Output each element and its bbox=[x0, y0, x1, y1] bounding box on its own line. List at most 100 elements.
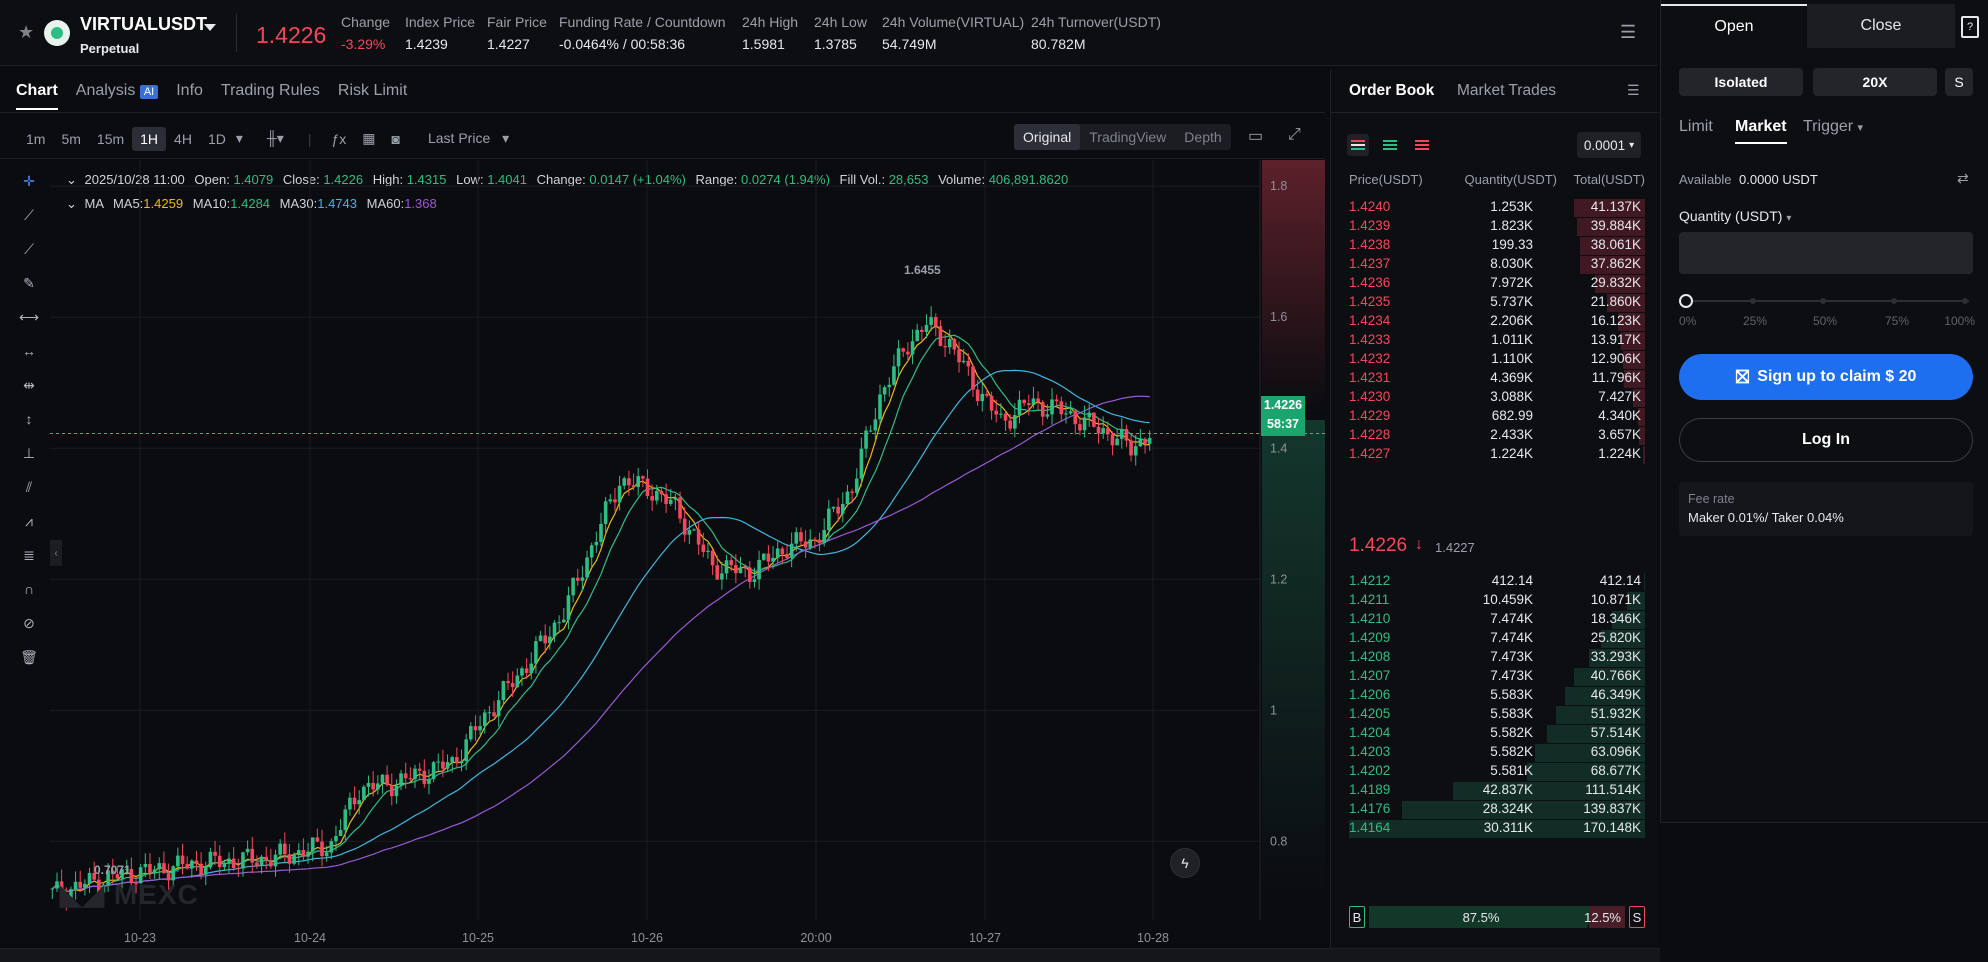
chevron-down-icon[interactable] bbox=[204, 24, 216, 31]
timeframe-4h[interactable]: 4H bbox=[174, 130, 192, 147]
ask-row[interactable]: 1.4228 2.433K 3.657K bbox=[1349, 426, 1645, 445]
ask-row[interactable]: 1.4235 5.737K 21.860K bbox=[1349, 293, 1645, 312]
precision-select[interactable]: 0.0001 ▾ bbox=[1577, 132, 1641, 158]
bid-row[interactable]: 1.4207 7.473K 40.766K bbox=[1349, 667, 1645, 686]
layout-icon[interactable]: ▭ bbox=[1248, 128, 1264, 145]
calculator-icon[interactable]: ? bbox=[1961, 16, 1979, 38]
tab-chart[interactable]: Chart bbox=[16, 82, 58, 110]
tab-risk-limit[interactable]: Risk Limit bbox=[337, 82, 408, 99]
candle-body bbox=[999, 413, 1003, 415]
bid-row[interactable]: 1.4212 412.14 412.14 bbox=[1349, 572, 1645, 591]
bid-row[interactable]: 1.4211 10.459K 10.871K bbox=[1349, 591, 1645, 610]
bid-row[interactable]: 1.4176 28.324K 139.837K bbox=[1349, 800, 1645, 819]
leverage-button[interactable]: 20X bbox=[1813, 68, 1937, 96]
tab-info[interactable]: Info bbox=[176, 82, 203, 99]
bid-row[interactable]: 1.4164 30.311K 170.148K bbox=[1349, 819, 1645, 838]
quantity-unit-select[interactable]: Quantity (USDT) ▾ bbox=[1679, 208, 1791, 224]
ask-row[interactable]: 1.4227 1.224K 1.224K bbox=[1349, 445, 1645, 464]
symbol-name[interactable]: VIRTUALUSDT bbox=[80, 14, 207, 34]
settings-sliders-icon[interactable]: ☰ bbox=[1620, 22, 1637, 42]
ask-row[interactable]: 1.4240 1.253K 41.137K bbox=[1349, 198, 1645, 217]
candle-type-icon[interactable]: ╫▾ bbox=[266, 130, 284, 146]
bid-row[interactable]: 1.4209 7.474K 25.820K bbox=[1349, 629, 1645, 648]
favorite-star-icon[interactable]: ★ bbox=[18, 22, 35, 42]
bid-row[interactable]: 1.4205 5.583K 51.932K bbox=[1349, 705, 1645, 724]
horizontal-line-icon[interactable]: ⟷ bbox=[18, 308, 40, 325]
tab-order-book[interactable]: Order Book bbox=[1349, 82, 1435, 99]
stat-value: 1.4239 bbox=[405, 36, 448, 52]
bid-row[interactable]: 1.4204 5.582K 57.514K bbox=[1349, 724, 1645, 743]
view-tradingview[interactable]: TradingView bbox=[1089, 129, 1167, 145]
camera-icon[interactable]: ◙ bbox=[391, 130, 400, 147]
timeframe-1m[interactable]: 1m bbox=[26, 130, 46, 147]
ask-row[interactable]: 1.4238 199.33 38.061K bbox=[1349, 236, 1645, 255]
view-both-icon[interactable] bbox=[1347, 134, 1369, 156]
vertical-line-icon[interactable]: ↕ bbox=[25, 411, 33, 427]
ask-row[interactable]: 1.4231 4.369K 11.796K bbox=[1349, 369, 1645, 388]
view-depth[interactable]: Depth bbox=[1184, 129, 1222, 145]
close-tab[interactable]: Close bbox=[1807, 4, 1955, 48]
transfer-icon[interactable]: ⇄ bbox=[1957, 170, 1969, 186]
timeframe-1h[interactable]: 1H bbox=[132, 126, 167, 151]
margin-mode-button[interactable]: Isolated bbox=[1679, 68, 1803, 96]
lightning-button[interactable]: ϟ bbox=[1170, 848, 1200, 878]
ruler-icon[interactable]: ⊥ bbox=[22, 444, 36, 461]
ask-row[interactable]: 1.4239 1.823K 39.884K bbox=[1349, 217, 1645, 236]
open-tab[interactable]: Open bbox=[1661, 4, 1807, 48]
collapse-icon[interactable]: ⌄ bbox=[66, 196, 77, 211]
orderbook-settings-icon[interactable]: ☰ bbox=[1627, 82, 1640, 98]
trash-icon[interactable]: 🗑 bbox=[20, 648, 38, 665]
order-type-limit[interactable]: Limit bbox=[1679, 118, 1713, 135]
bid-row[interactable]: 1.4203 5.582K 63.096K bbox=[1349, 743, 1645, 762]
channel-icon[interactable]: ⫽ bbox=[25, 478, 33, 495]
collapse-icon[interactable]: ⌄ bbox=[66, 172, 77, 187]
fullscreen-icon[interactable]: ⤢ bbox=[1288, 126, 1301, 143]
order-type-market[interactable]: Market bbox=[1735, 118, 1787, 144]
ask-row[interactable]: 1.4233 1.011K 13.917K bbox=[1349, 331, 1645, 350]
ask-row[interactable]: 1.4232 1.110K 12.906K bbox=[1349, 350, 1645, 369]
indicator-fx-icon[interactable]: ƒx bbox=[331, 130, 347, 147]
quantity-input[interactable] bbox=[1679, 232, 1973, 274]
bid-row[interactable]: 1.4206 5.583K 46.349K bbox=[1349, 686, 1645, 705]
layout-grid-icon[interactable]: ▦ bbox=[362, 130, 376, 146]
brush-icon[interactable]: ✎ bbox=[23, 274, 35, 291]
tab-analysis[interactable]: Analysis AI bbox=[76, 82, 159, 110]
ask-row[interactable]: 1.4234 2.206K 16.123K bbox=[1349, 312, 1645, 331]
bid-row[interactable]: 1.4202 5.581K 68.677K bbox=[1349, 762, 1645, 781]
tab-market-trades[interactable]: Market Trades bbox=[1457, 82, 1557, 99]
parallel-line-icon[interactable]: ⇹ bbox=[23, 376, 35, 393]
position-mode-button[interactable]: S bbox=[1945, 68, 1973, 96]
last-price-select[interactable]: Last Price ▾ bbox=[412, 126, 517, 151]
view-original[interactable]: Original bbox=[1014, 124, 1081, 150]
view-asks-icon[interactable] bbox=[1411, 134, 1433, 156]
ask-row[interactable]: 1.4236 7.972K 29.832K bbox=[1349, 274, 1645, 293]
timeframe-15m[interactable]: 15m bbox=[96, 130, 125, 147]
quantity-slider[interactable] bbox=[1679, 294, 1973, 308]
tab-trading-rules[interactable]: Trading Rules bbox=[220, 82, 320, 99]
crosshair-icon[interactable]: ✛ bbox=[23, 172, 35, 189]
timeframe-more-icon[interactable]: ▾ bbox=[235, 130, 243, 146]
bid-row[interactable]: 1.4210 7.474K 18.346K bbox=[1349, 610, 1645, 629]
depth-bar bbox=[1576, 218, 1645, 236]
chart-view-switch: Original TradingView Depth bbox=[1014, 124, 1231, 150]
bid-row[interactable]: 1.4189 42.837K 111.514K bbox=[1349, 781, 1645, 800]
horizontal-ray-icon[interactable]: ↔ bbox=[22, 343, 36, 359]
order-type-trigger[interactable]: Trigger ▾ bbox=[1803, 118, 1863, 136]
bid-row[interactable]: 1.4208 7.473K 33.293K bbox=[1349, 648, 1645, 667]
fibonacci-icon[interactable]: ≣ bbox=[23, 546, 35, 563]
ray-icon[interactable]: ⟋ bbox=[24, 240, 34, 257]
timeframe-1d[interactable]: 1D bbox=[207, 130, 226, 147]
timeframe-5m[interactable]: 5m bbox=[61, 130, 81, 147]
slider-handle[interactable] bbox=[1679, 294, 1693, 308]
pattern-icon[interactable]: ⩘ bbox=[25, 512, 33, 529]
magnet-icon[interactable]: ∩ bbox=[23, 581, 35, 597]
signup-button[interactable]: ⛝ Sign up to claim $ 20 bbox=[1679, 354, 1973, 400]
trend-line-icon[interactable]: ⟋ bbox=[24, 206, 34, 223]
ask-row[interactable]: 1.4230 3.088K 7.427K bbox=[1349, 388, 1645, 407]
hide-drawings-icon[interactable]: ⊘ bbox=[23, 614, 35, 631]
login-button[interactable]: Log In bbox=[1679, 418, 1973, 462]
collapse-toolbar-icon[interactable]: ‹ bbox=[50, 540, 62, 566]
ask-row[interactable]: 1.4229 682.99 4.340K bbox=[1349, 407, 1645, 426]
view-bids-icon[interactable] bbox=[1379, 134, 1401, 156]
ask-row[interactable]: 1.4237 8.030K 37.862K bbox=[1349, 255, 1645, 274]
